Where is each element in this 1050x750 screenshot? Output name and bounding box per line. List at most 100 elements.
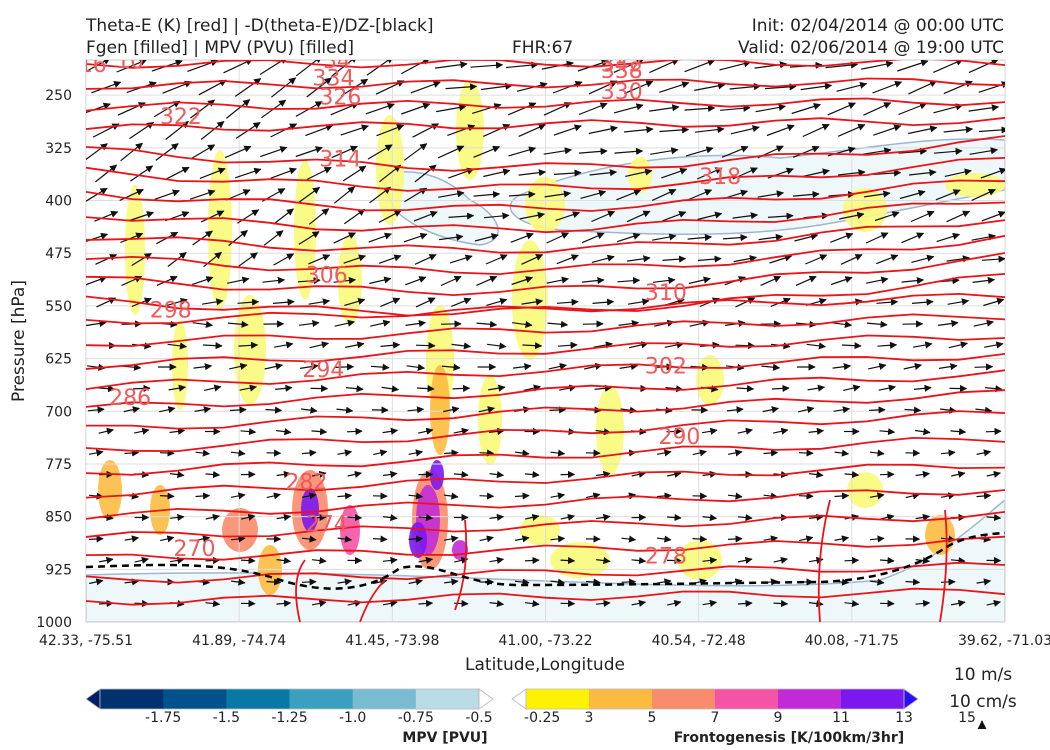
wind-vector	[311, 427, 328, 436]
wind-vector	[760, 275, 782, 287]
wind-vector	[869, 449, 885, 457]
wind-vector	[238, 341, 259, 349]
wind-vector	[825, 61, 859, 69]
wind-vector	[950, 556, 966, 565]
wind-vector	[383, 470, 398, 478]
fhr-label: FHR:67	[512, 38, 573, 58]
wind-vector	[241, 513, 256, 521]
wind-vector	[88, 449, 104, 457]
colorbar-cell	[526, 689, 590, 709]
wind-vector	[479, 449, 495, 457]
wind-vector	[737, 513, 753, 522]
wind-vector	[832, 363, 852, 371]
wind-vector	[486, 297, 508, 306]
theta-e-label: 326	[319, 86, 361, 111]
colorbar-cell	[478, 688, 494, 710]
y-axis: 250 325 400 475 550 625 700 775 850 925 1000	[36, 88, 72, 631]
wind-vector	[479, 492, 495, 500]
y-tick-label: 925	[45, 562, 72, 578]
wind-vector	[98, 427, 115, 435]
y-tick-label: 775	[45, 457, 72, 473]
colorbar-cell	[589, 689, 653, 709]
wind-vector	[585, 578, 601, 586]
wind-vector	[976, 578, 992, 586]
init-time: Init: 02/04/2014 @ 00:00 UTC	[752, 16, 1004, 36]
wind-vector	[337, 578, 353, 586]
wind-vector	[337, 449, 353, 457]
theta-e-label: 322	[160, 105, 202, 130]
wind-vector	[274, 341, 294, 349]
wind-vector	[489, 470, 505, 479]
wind-vector	[901, 276, 925, 285]
wind-vector	[978, 81, 1005, 93]
wind-vector	[510, 232, 534, 243]
wind-vector	[546, 232, 570, 244]
wind-vector	[580, 189, 607, 199]
wind-vector	[238, 252, 258, 267]
wind-vector	[878, 384, 897, 392]
wind-vector	[730, 125, 760, 135]
wind-vector	[343, 254, 367, 264]
wind-vector	[798, 492, 814, 500]
wind-vector	[844, 599, 860, 608]
wind-vector	[167, 342, 188, 350]
wind-vector	[758, 233, 784, 241]
wind-vector	[980, 167, 1005, 179]
fgen-region	[478, 375, 502, 465]
wind-vector	[301, 535, 317, 543]
fgen-region	[925, 515, 955, 555]
wind-vector	[550, 492, 566, 500]
wind-vector	[301, 449, 317, 457]
y-tick-label: 1000	[36, 615, 72, 631]
wind-vector	[438, 190, 465, 198]
wind-vector	[631, 599, 647, 607]
wind-vector	[436, 103, 467, 113]
theta-e-label: 34	[323, 49, 351, 74]
x-tick-label: 39.62, -71.03	[958, 633, 1050, 649]
theta-e-label: 274	[306, 513, 348, 538]
wind-vector	[869, 535, 885, 543]
wind-vector	[443, 449, 459, 457]
wind-vector	[773, 556, 789, 564]
wind-vector	[972, 276, 996, 284]
wind-vector	[448, 212, 475, 220]
wind-vector	[763, 449, 779, 457]
x-axis-label: Latitude,Longitude	[465, 655, 625, 675]
wind-vector	[834, 535, 850, 543]
wind-vector	[229, 406, 247, 414]
wind-vector	[453, 599, 469, 608]
wind-vector	[120, 232, 144, 244]
colorbar-cell	[715, 689, 779, 709]
wind-vector	[443, 406, 460, 414]
colorbar-cell	[778, 689, 842, 709]
wind-vector	[546, 276, 570, 284]
theta-e-label: 306	[306, 263, 348, 288]
wind-vector	[687, 189, 713, 201]
wind-vector	[687, 233, 713, 242]
theta-e-line	[359, 579, 386, 622]
colorbar-cell	[415, 689, 480, 709]
wind-vector	[616, 189, 642, 201]
wind-vector	[190, 189, 216, 200]
wind-vector	[626, 210, 651, 223]
wind-vector	[518, 169, 547, 177]
wind-vector	[190, 99, 216, 119]
wind-vector	[382, 556, 398, 565]
wind-vector	[650, 147, 679, 155]
theta-e-label: 10	[116, 49, 144, 74]
wind-vector	[969, 147, 999, 155]
wind-vector	[489, 599, 505, 608]
wind-vector	[205, 599, 221, 608]
wind-vector	[193, 363, 213, 371]
wind-vector	[792, 190, 820, 199]
wind-vector	[876, 254, 899, 265]
wind-vector	[684, 104, 716, 112]
wind-vector	[834, 492, 850, 500]
wind-vector	[897, 60, 929, 72]
wind-vector	[266, 578, 282, 586]
wind-vector	[451, 342, 472, 350]
wind-vector	[951, 470, 966, 478]
wind-vector	[378, 210, 402, 223]
fgen-region	[430, 365, 450, 455]
